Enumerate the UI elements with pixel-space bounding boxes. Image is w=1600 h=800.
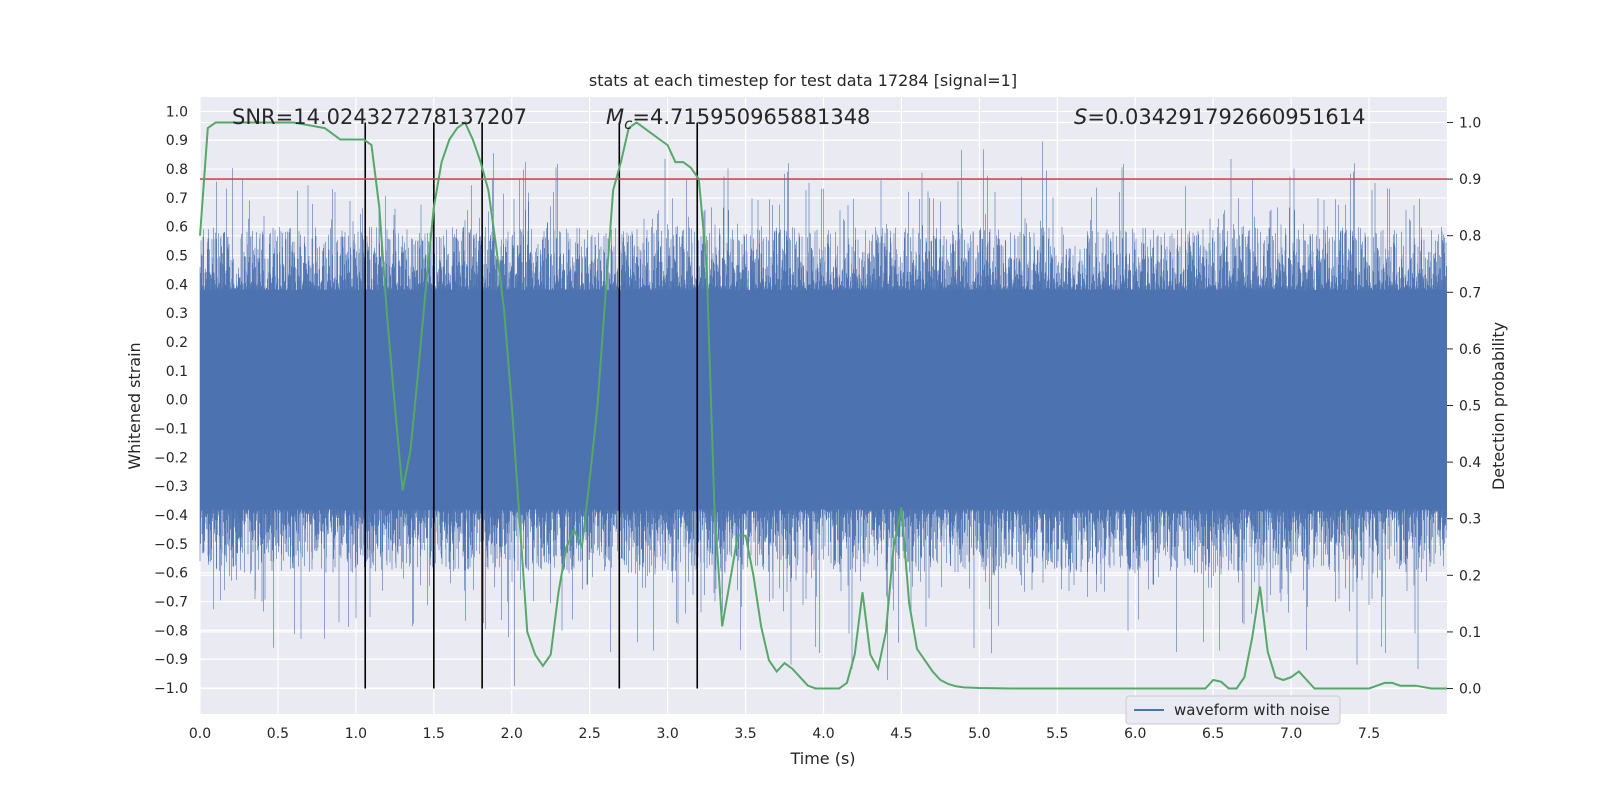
x-tick-label: 2.0 — [501, 726, 523, 742]
y-tick-label: −0.8 — [154, 623, 188, 639]
y-tick-label: 0.3 — [166, 306, 188, 322]
x-tick-label: 6.0 — [1124, 726, 1146, 742]
snr-annotation: SNR=14.024327278137207 — [232, 105, 527, 129]
x-axis-label: Time (s) — [789, 749, 855, 768]
x-tick-label: 4.0 — [812, 726, 834, 742]
y-tick-label: 0.1 — [166, 364, 188, 380]
y-tick-label: −0.6 — [154, 566, 188, 582]
x-ticks: 0.0 0.5 1.0 1.5 2.0 2.5 3.0 3.5 4.0 4.5 5.0 5.5 6.0 6… — [189, 726, 1380, 742]
chart-title: stats at each timestep for test data 172… — [589, 71, 1017, 90]
y-tick-label: 1.0 — [166, 104, 188, 120]
y2-tick-label: 0.4 — [1459, 455, 1481, 471]
x-tick-label: 6.5 — [1202, 726, 1224, 742]
chirp-mass-symbol: M — [606, 105, 624, 129]
s-value: =0.034291792660951614 — [1087, 105, 1365, 129]
y-tick-label: 0.0 — [166, 393, 188, 409]
y2-tick-label: 0.5 — [1459, 399, 1481, 415]
x-tick-label: 7.0 — [1280, 726, 1302, 742]
x-tick-label: 1.0 — [345, 726, 367, 742]
x-tick-label: 1.5 — [423, 726, 445, 742]
y-tick-label: −1.0 — [154, 681, 188, 697]
y2-tick-label: 0.2 — [1459, 568, 1481, 584]
y-tick-label: 0.9 — [166, 133, 188, 149]
y2-tick-label: 0.9 — [1459, 172, 1481, 188]
y2-tick-label: 0.7 — [1459, 285, 1481, 301]
y-tick-label: −0.2 — [154, 450, 188, 466]
y-tick-label: 0.8 — [166, 162, 188, 178]
y2-tick-label: 0.0 — [1459, 682, 1481, 698]
y2-tick-label: 0.3 — [1459, 512, 1481, 528]
chirp-mass-value: =4.715950965881348 — [632, 105, 870, 129]
legend: waveform with noise — [1125, 695, 1341, 725]
x-tick-label: 3.5 — [734, 726, 756, 742]
y2-tick-label: 0.8 — [1459, 229, 1481, 245]
y-tick-label: 0.5 — [166, 249, 188, 265]
y-tick-label: −0.4 — [154, 508, 188, 524]
y-tick-label: −0.5 — [154, 537, 188, 553]
x-tick-label: 0.5 — [267, 726, 289, 742]
y-tick-label: 0.6 — [166, 220, 188, 236]
waveform-series — [199, 141, 1447, 686]
chirp-mass-subscript: c — [624, 115, 633, 133]
legend-box — [1125, 695, 1341, 725]
x-tick-label: 0.0 — [189, 726, 211, 742]
s-symbol: S — [1074, 105, 1087, 129]
y-tick-label: −0.9 — [154, 652, 188, 668]
y-tick-label: −0.7 — [154, 595, 188, 611]
y2-tick-label: 1.0 — [1459, 115, 1481, 131]
x-tick-label: 3.0 — [656, 726, 678, 742]
waveform-trace — [199, 141, 1447, 686]
y2-axis-label: Detection probability — [1489, 322, 1508, 490]
chirp-mass-annotation: Mc=4.715950965881348 — [606, 105, 870, 133]
legend-label: waveform with noise — [1174, 701, 1330, 719]
y-axis-label: Whitened strain — [125, 342, 144, 469]
x-tick-label: 5.5 — [1046, 726, 1068, 742]
x-tick-label: 7.5 — [1358, 726, 1380, 742]
y-tick-label: 0.4 — [166, 277, 188, 293]
x-tick-label: 5.0 — [968, 726, 990, 742]
x-tick-label: 2.5 — [579, 726, 601, 742]
y-tick-label: −0.1 — [154, 422, 188, 438]
probability-series — [199, 120, 1447, 690]
y-tick-label: 0.2 — [166, 335, 188, 351]
s-annotation: S=0.034291792660951614 — [1074, 105, 1365, 129]
y2-ticks: 1.0 0.9 0.8 0.7 0.6 0.5 0.4 0.3 0.2 0.1 0.0 — [1447, 115, 1481, 698]
y-ticks: 1.0 0.9 0.8 0.7 0.6 0.5 0.4 0.3 0.2 0.1 0.0 −0.1 −0.… — [154, 104, 188, 697]
y-tick-label: −0.3 — [154, 479, 188, 495]
x-tick-label: 4.5 — [890, 726, 912, 742]
y-tick-label: 0.7 — [166, 191, 188, 207]
y2-tick-label: 0.6 — [1459, 342, 1481, 358]
y2-tick-label: 0.1 — [1459, 625, 1481, 641]
